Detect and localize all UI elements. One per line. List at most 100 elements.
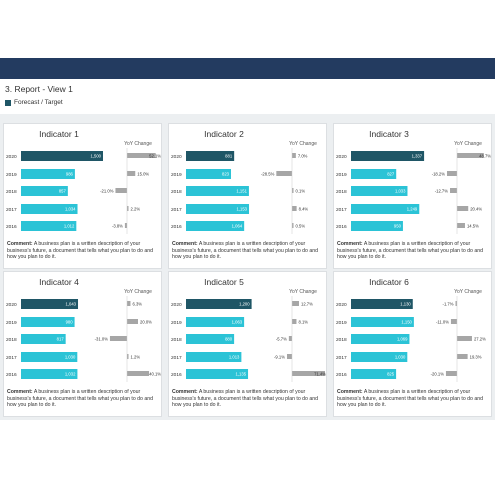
yoy-bar (292, 206, 297, 211)
yoy-bar (445, 371, 457, 376)
value-bar (21, 169, 75, 179)
yoy-bar (115, 188, 127, 193)
bar-value-label: 827 (387, 172, 395, 177)
indicator-card: Indicator 2 YoY Change 2020 881 7.0% 2019 823 -… (168, 123, 327, 269)
comment-block: Comment: A business plan is a written de… (7, 389, 159, 409)
comment-block: Comment: A business plan is a written de… (7, 241, 159, 261)
year-label: 2017 (6, 207, 17, 213)
comment-block: Comment: A business plan is a written de… (337, 389, 489, 409)
year-label: 2017 (336, 207, 347, 213)
yoy-bar (292, 188, 294, 193)
value-bar (186, 186, 249, 196)
year-label: 2018 (171, 337, 182, 343)
value-bar (186, 299, 252, 309)
yoy-label: 19.3% (470, 355, 482, 360)
bar-value-label: 1,069 (397, 337, 408, 342)
bar-value-label: 825 (387, 372, 395, 377)
bar-value-label: 986 (66, 172, 74, 177)
bar-value-label: 817 (57, 337, 65, 342)
value-bar (21, 151, 103, 161)
yoy-bar (127, 319, 138, 324)
year-label: 2018 (6, 189, 17, 195)
bar-value-label: 1,064 (232, 224, 243, 229)
year-label: 2019 (6, 172, 17, 178)
yoy-bar (450, 188, 457, 193)
yoy-bar (127, 153, 156, 158)
value-bar (351, 204, 420, 214)
bar-value-label: 1,135 (236, 372, 247, 377)
comment-label: Comment: (172, 389, 198, 395)
value-bar (186, 369, 249, 379)
yoy-label: 6.3% (132, 302, 142, 307)
bar-value-label: 1,150 (401, 320, 412, 325)
year-label: 2020 (171, 302, 182, 308)
value-bar (351, 317, 414, 327)
year-label: 2020 (6, 302, 17, 308)
indicator-title: Indicator 4 (39, 277, 79, 287)
indicator-chart: Indicator 2 YoY Change 2020 881 7.0% 2019 823 -… (171, 129, 317, 234)
comment-text: A business plan is a written description… (172, 241, 319, 261)
comment-block: Comment: A business plan is a written de… (172, 389, 324, 409)
bar-value-label: 1,012 (64, 224, 75, 229)
indicator-title: Indicator 3 (369, 129, 409, 139)
yoy-bar (127, 354, 129, 359)
bar-value-label: 1,249 (407, 207, 418, 212)
legend-swatch (5, 99, 11, 106)
yoy-label: 0.1% (296, 189, 306, 194)
yoy-label: -31.0% (95, 337, 109, 342)
year-label: 2017 (171, 355, 182, 361)
yoy-label: -11.0% (436, 320, 449, 325)
bar-value-label: 1,013 (229, 355, 240, 360)
yoy-change-title: YoY Change (124, 141, 152, 147)
yoy-bar (292, 301, 299, 306)
year-label: 2018 (171, 189, 182, 195)
yoy-bar (109, 336, 127, 341)
yoy-bar (457, 354, 468, 359)
yoy-label: -28.5% (261, 172, 275, 177)
yoy-bar (457, 223, 465, 228)
indicator-card: Indicator 1 YoY Change 2020 1,500 52.1% 2019 9… (3, 123, 162, 269)
year-label: 2018 (336, 337, 347, 343)
comment-label: Comment: (337, 389, 363, 395)
comment-text: A business plan is a written description… (7, 389, 154, 409)
comment-label: Comment: (172, 241, 198, 247)
year-label: 2018 (6, 337, 17, 343)
value-bar (21, 334, 66, 344)
yoy-bar (292, 319, 297, 324)
bar-value-label: 950 (394, 224, 402, 229)
bar-value-label: 1,153 (237, 207, 248, 212)
value-bar (186, 352, 242, 362)
year-label: 2018 (336, 189, 347, 195)
value-bar (186, 151, 235, 161)
comment-text: A business plan is a written description… (337, 241, 484, 261)
bar-value-label: 1,130 (400, 302, 411, 307)
year-label: 2016 (336, 372, 347, 378)
yoy-label: 7.0% (298, 154, 308, 159)
value-bar (351, 299, 413, 309)
bar-value-label: 857 (59, 189, 67, 194)
yoy-bar (124, 223, 127, 228)
yoy-label: -12.7% (435, 189, 449, 194)
legend: Forecast / Target (5, 98, 63, 107)
year-label: 2017 (6, 355, 17, 361)
yoy-label: 20.0% (140, 320, 152, 325)
yoy-label: 27.2% (474, 337, 486, 342)
yoy-label: -9.1% (274, 355, 285, 360)
yoy-label: 8.1% (298, 320, 308, 325)
value-bar (21, 369, 78, 379)
comment-label: Comment: (337, 241, 363, 247)
yoy-change-title: YoY Change (454, 141, 482, 147)
value-bar (186, 334, 235, 344)
bar-value-label: 1,032 (65, 372, 76, 377)
indicator-chart: Indicator 3 YoY Change 2020 1,337 48.7% 2019 8… (336, 129, 491, 234)
value-bar (21, 317, 75, 327)
year-label: 2020 (171, 154, 182, 160)
yoy-change-title: YoY Change (124, 289, 152, 295)
value-bar (351, 334, 410, 344)
year-label: 2019 (336, 320, 347, 326)
yoy-label: 48.7% (479, 154, 491, 159)
yoy-change-title: YoY Change (289, 289, 317, 295)
bar-value-label: 1,200 (239, 302, 250, 307)
value-bar (351, 352, 408, 362)
value-bar (186, 317, 245, 327)
